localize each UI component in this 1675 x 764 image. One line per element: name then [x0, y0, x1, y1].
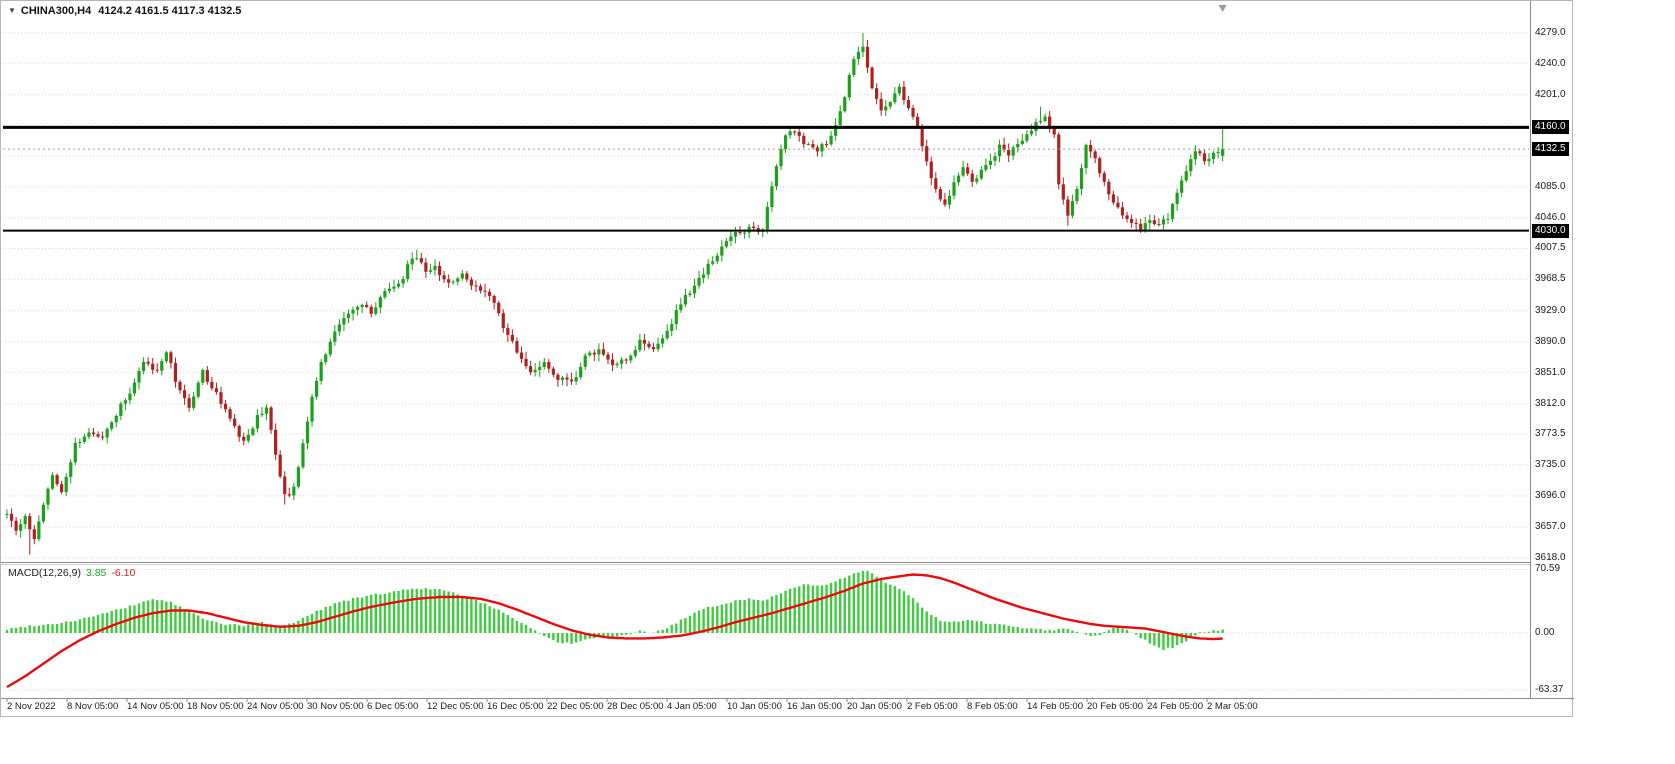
time-axis-label: 10 Jan 05:00: [727, 701, 782, 712]
macd-axis[interactable]: 70.59 0.00 -63.37: [1532, 1, 1573, 698]
price-axis-label: 4279.0: [1535, 26, 1566, 38]
ohlc-values: 4124.2 4161.5 4117.3 4132.5: [98, 5, 242, 17]
candles[interactable]: [5, 32, 1225, 555]
macd-signal-value: -6.10: [111, 567, 136, 579]
time-axis-label: 4 Jan 05:00: [667, 701, 717, 712]
macd-axis-label: -63.37: [1535, 684, 1564, 696]
time-axis-label: 18 Nov 05:00: [187, 701, 244, 712]
time-axis-label: 16 Jan 05:00: [787, 701, 842, 712]
macd-axis-label: 70.59: [1535, 563, 1561, 575]
time-axis-label: 14 Feb 05:00: [1027, 701, 1083, 712]
price-axis-label: 3696.0: [1535, 489, 1566, 501]
price-axis-label: 4007.5: [1535, 242, 1566, 254]
price-axis-label: 3773.5: [1535, 428, 1566, 440]
symbol-dropdown-icon[interactable]: ▼: [8, 6, 16, 15]
macd-indicator-label: MACD(12,26,9) 3.85 -6.10: [8, 567, 140, 579]
time-axis-label: 20 Feb 05:00: [1087, 701, 1143, 712]
time-axis-label: 2 Nov 2022: [7, 701, 56, 712]
chart-header: ▼ CHINA300,H4 4124.2 4161.5 4117.3 4132.5: [8, 5, 241, 17]
time-axis-label: 28 Dec 05:00: [607, 701, 664, 712]
price-axis-label: 4046.0: [1535, 211, 1566, 223]
grid-lines: [3, 32, 1529, 691]
price-axis-label: 3812.0: [1535, 397, 1566, 409]
time-axis-label: 8 Feb 05:00: [967, 701, 1018, 712]
macd-axis-label: 0.00: [1535, 627, 1555, 638]
time-axis[interactable]: 2 Nov 2022 8 Nov 05:00 14 Nov 05:00 18 Nov …: [1, 699, 1574, 717]
chart-shift-marker-icon[interactable]: [1218, 5, 1227, 12]
price-axis-label: 3618.0: [1535, 551, 1566, 563]
chart-canvas[interactable]: [1, 1, 1574, 718]
time-axis-label: 14 Nov 05:00: [127, 701, 184, 712]
time-axis-label: 8 Nov 05:00: [67, 701, 119, 712]
symbol-period-label: CHINA300,H4: [20, 5, 92, 17]
time-axis-label: 6 Dec 05:00: [367, 701, 419, 712]
price-axis-label: 4085.0: [1535, 180, 1566, 192]
price-axis-label: 3657.0: [1535, 520, 1566, 532]
price-badge-hline: 4030.0: [1532, 223, 1569, 238]
price-axis-label: 3968.5: [1535, 273, 1566, 285]
time-axis-label: 2 Mar 05:00: [1207, 701, 1258, 712]
price-axis-label: 3735.0: [1535, 458, 1566, 470]
chart-window: ▼ CHINA300,H4 4124.2 4161.5 4117.3 4132.5 …: [0, 0, 1574, 718]
price-badge-hline: 4160.0: [1532, 120, 1569, 135]
macd-main-value: 3.85: [85, 567, 107, 579]
price-axis[interactable]: 4279.0 4240.0 4201.0 4085.0 4046.0 4007.5 3968…: [1532, 1, 1573, 698]
price-axis-label: 3851.0: [1535, 366, 1566, 378]
time-axis-label: 24 Feb 05:00: [1147, 701, 1203, 712]
price-axis-label: 4201.0: [1535, 88, 1566, 100]
price-axis-label: 3890.0: [1535, 335, 1566, 347]
time-axis-label: 24 Nov 05:00: [247, 701, 304, 712]
time-axis-label: 22 Dec 05:00: [547, 701, 604, 712]
time-ticks: [6, 698, 1208, 702]
price-badge-bid: 4132.5: [1532, 142, 1569, 157]
time-axis-label: 30 Nov 05:00: [307, 701, 364, 712]
macd-signal-line: [6, 573, 1223, 689]
time-axis-label: 16 Dec 05:00: [487, 701, 544, 712]
time-axis-label: 20 Jan 05:00: [847, 701, 902, 712]
price-axis-label: 3929.0: [1535, 304, 1566, 316]
time-axis-label: 2 Feb 05:00: [907, 701, 958, 712]
time-axis-label: 12 Dec 05:00: [427, 701, 484, 712]
price-axis-label: 4240.0: [1535, 57, 1566, 69]
macd-name: MACD(12,26,9): [8, 567, 81, 579]
